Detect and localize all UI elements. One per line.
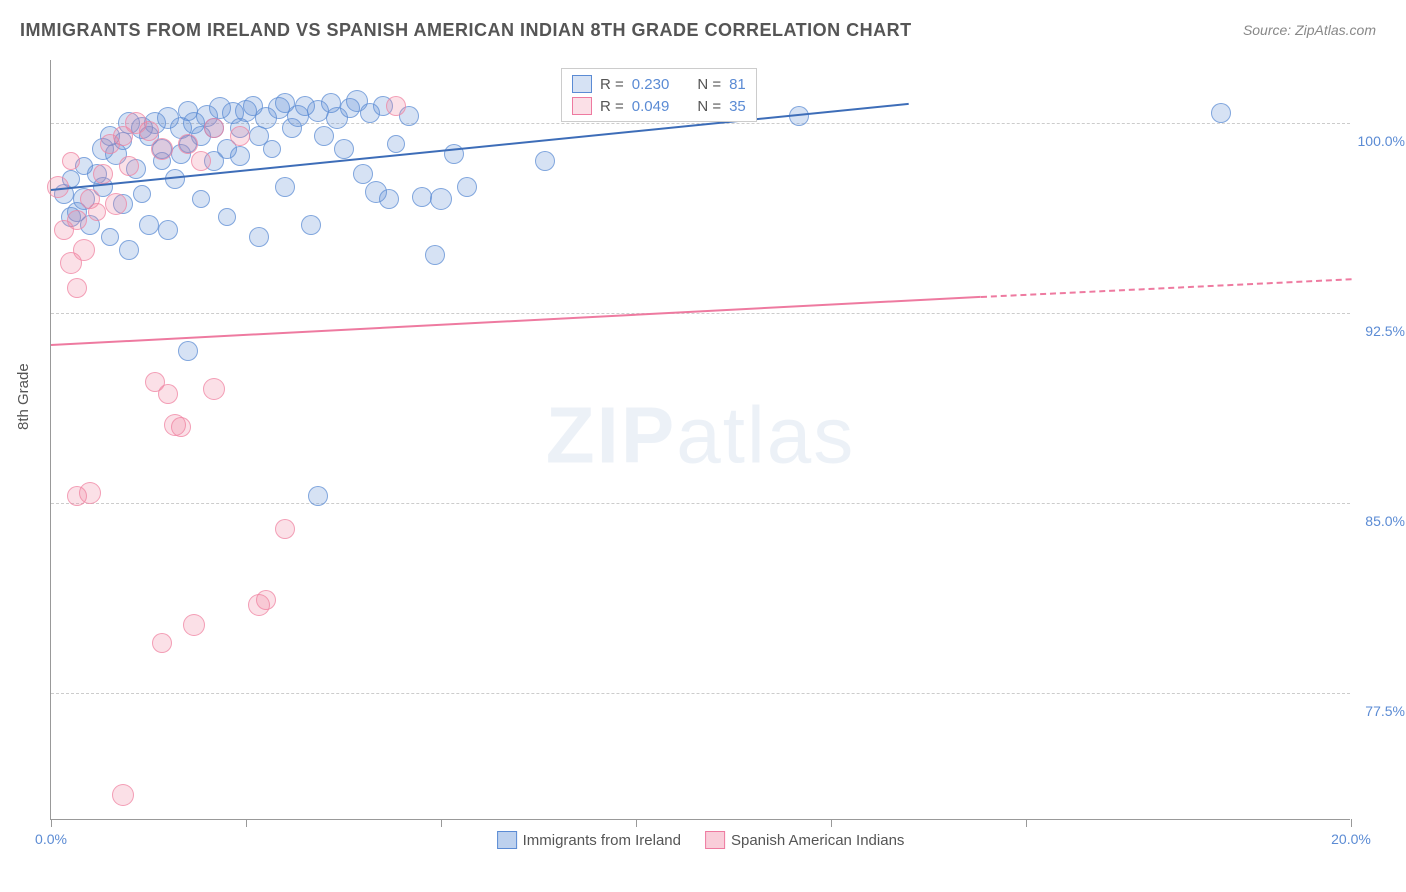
data-point: [387, 135, 405, 153]
legend-n-value: 35: [729, 98, 746, 115]
data-point: [93, 164, 113, 184]
x-tick: [831, 819, 832, 827]
chart-title: IMMIGRANTS FROM IRELAND VS SPANISH AMERI…: [20, 20, 912, 41]
source-attribution: Source: ZipAtlas.com: [1243, 22, 1376, 38]
data-point: [249, 227, 269, 247]
legend-n-value: 81: [729, 76, 746, 93]
data-point: [158, 384, 178, 404]
data-point: [379, 189, 399, 209]
watermark: ZIPatlas: [546, 389, 855, 481]
data-point: [62, 152, 80, 170]
data-point: [386, 96, 406, 116]
data-point: [119, 156, 139, 176]
data-point: [230, 146, 250, 166]
data-point: [112, 784, 134, 806]
y-tick-label: 100.0%: [1358, 133, 1405, 149]
data-point: [203, 378, 225, 400]
legend-r-label: R =: [600, 98, 624, 115]
data-point: [151, 138, 173, 160]
legend-item: Spanish American Indians: [705, 831, 904, 849]
x-tick: [441, 819, 442, 827]
legend-label: Immigrants from Ireland: [523, 832, 681, 849]
trend-line: [51, 296, 981, 346]
legend-row: R = 0.049 N = 35: [572, 95, 746, 117]
data-point: [67, 210, 87, 230]
data-point: [425, 245, 445, 265]
x-tick-label: 20.0%: [1331, 831, 1371, 847]
chart-plot-area: ZIPatlas R =0.230N =81R =0.049N =35 Immi…: [50, 60, 1350, 820]
gridline-horizontal: [51, 313, 1350, 314]
data-point: [119, 240, 139, 260]
data-point: [158, 220, 178, 240]
data-point: [412, 187, 432, 207]
data-point: [218, 208, 236, 226]
y-tick-label: 92.5%: [1365, 323, 1405, 339]
data-point: [263, 140, 281, 158]
data-point: [444, 144, 464, 164]
gridline-horizontal: [51, 693, 1350, 694]
legend-r-label: R =: [600, 76, 624, 93]
legend-swatch: [572, 97, 592, 115]
data-point: [457, 177, 477, 197]
data-point: [301, 215, 321, 235]
x-tick: [246, 819, 247, 827]
data-point: [88, 203, 106, 221]
legend-row: R = 0.230 N = 81: [572, 73, 746, 95]
correlation-legend: R = 0.230 N = 81 R = 0.049 N = 35: [561, 68, 757, 122]
data-point: [67, 486, 87, 506]
x-tick: [51, 819, 52, 827]
data-point: [152, 633, 172, 653]
legend-r-value: 0.230: [632, 76, 670, 93]
data-point: [67, 278, 87, 298]
x-tick: [636, 819, 637, 827]
x-tick: [1351, 819, 1352, 827]
data-point: [308, 486, 328, 506]
y-axis-label: 8th Grade: [15, 363, 32, 430]
data-point: [1211, 103, 1231, 123]
data-point: [334, 139, 354, 159]
data-point: [314, 126, 334, 146]
data-point: [139, 215, 159, 235]
data-point: [275, 177, 295, 197]
data-point: [105, 193, 127, 215]
legend-swatch: [497, 831, 517, 849]
legend-label: Spanish American Indians: [731, 832, 904, 849]
data-point: [430, 188, 452, 210]
data-point: [192, 190, 210, 208]
y-tick-label: 77.5%: [1365, 703, 1405, 719]
legend-n-label: N =: [697, 76, 721, 93]
data-point: [133, 185, 151, 203]
gridline-horizontal: [51, 503, 1350, 504]
data-point: [256, 590, 276, 610]
data-point: [178, 134, 198, 154]
legend-item: Immigrants from Ireland: [497, 831, 681, 849]
legend-n-label: N =: [697, 98, 721, 115]
data-point: [275, 519, 295, 539]
data-point: [535, 151, 555, 171]
legend-r-value: 0.049: [632, 98, 670, 115]
data-point: [178, 341, 198, 361]
data-point: [183, 614, 205, 636]
y-tick-label: 85.0%: [1365, 513, 1405, 529]
data-point: [101, 228, 119, 246]
data-point: [230, 126, 250, 146]
data-point: [73, 239, 95, 261]
series-legend: Immigrants from Ireland Spanish American …: [497, 831, 905, 849]
data-point: [191, 151, 211, 171]
x-tick: [1026, 819, 1027, 827]
trend-line-extension: [980, 278, 1351, 298]
legend-swatch: [572, 75, 592, 93]
data-point: [204, 118, 224, 138]
x-tick-label: 0.0%: [35, 831, 67, 847]
data-point: [171, 417, 191, 437]
legend-swatch: [705, 831, 725, 849]
